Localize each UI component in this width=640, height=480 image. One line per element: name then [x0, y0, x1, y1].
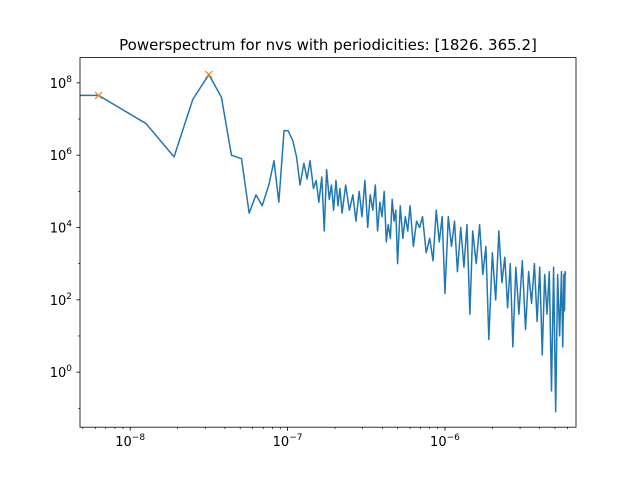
x-tick-label-base: 10 — [430, 435, 447, 450]
y-tick-label-base: 10 — [50, 77, 67, 92]
peak-marker-stroke — [94, 91, 103, 100]
x-tick-label-base: 10 — [115, 435, 132, 450]
y-tick-label-base: 10 — [50, 366, 67, 381]
x-tick-label: 10−7 — [273, 433, 303, 450]
x-tick-label-base: 10 — [273, 435, 290, 450]
peak-marker — [204, 70, 213, 79]
chart-title: Powerspectrum for nvs with periodicities… — [119, 36, 537, 54]
x-tick-label: 10−6 — [430, 433, 460, 450]
series-layer — [80, 73, 567, 413]
marker-layer — [94, 70, 213, 100]
plot-frame — [79, 57, 577, 428]
x-tick-label-exponent: −8 — [132, 433, 146, 443]
y-tick-label: 102 — [50, 292, 72, 309]
y-tick-label: 106 — [50, 147, 73, 164]
y-tick-label: 104 — [50, 220, 73, 237]
spectrum-line — [80, 73, 567, 413]
y-tick-label-base: 10 — [50, 149, 67, 164]
peak-marker — [94, 91, 103, 100]
x-tick-label-exponent: −6 — [447, 433, 461, 443]
y-tick-label-exponent: 2 — [66, 292, 72, 302]
y-tick-label-exponent: 0 — [66, 364, 72, 374]
y-tick-label-exponent: 6 — [66, 147, 72, 157]
x-tick-label: 10−8 — [115, 433, 145, 450]
x-tick-label-exponent: −7 — [289, 433, 302, 443]
y-tick-label-base: 10 — [50, 222, 67, 237]
y-tick-label-base: 10 — [50, 294, 67, 309]
y-tick-label: 100 — [50, 364, 73, 381]
y-tick-label-exponent: 8 — [66, 75, 72, 85]
peak-marker-stroke — [204, 70, 213, 79]
y-tick-label: 108 — [50, 75, 73, 92]
y-tick-label-exponent: 4 — [66, 220, 72, 230]
